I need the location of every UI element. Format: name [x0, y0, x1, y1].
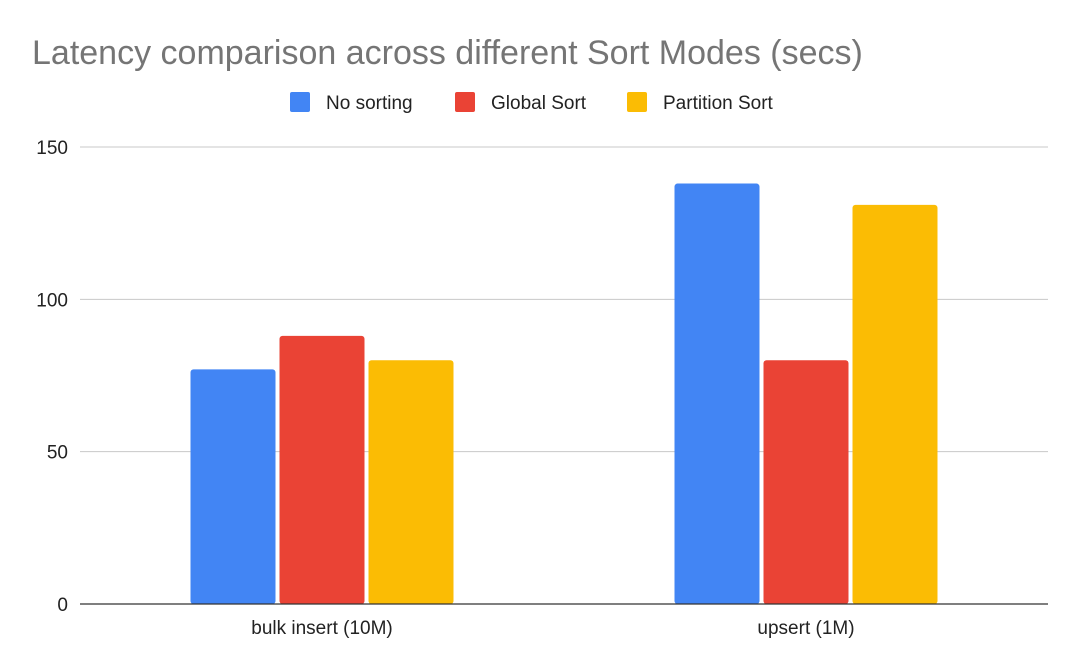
bar-partition-sort-0: [368, 360, 454, 604]
legend-label-no-sorting: No sorting: [326, 93, 413, 114]
bar-no-sorting-0: [190, 369, 276, 604]
legend: No sorting Global Sort Partition Sort: [290, 92, 774, 114]
y-tick-label-150: 150: [36, 138, 68, 159]
bar-no-sorting-1: [674, 183, 760, 604]
y-tick-label-50: 50: [47, 443, 68, 464]
y-tick-label-100: 100: [36, 290, 68, 311]
legend-label-global-sort: Global Sort: [491, 93, 587, 114]
legend-swatch-no-sorting: [290, 92, 310, 112]
x-category-label-1: upsert (1M): [757, 618, 854, 639]
bars: [190, 183, 938, 605]
legend-swatch-partition-sort: [627, 92, 647, 112]
x-axis-categories: bulk insert (10M) upsert (1M): [251, 618, 854, 639]
bar-global-sort-1: [763, 360, 849, 604]
x-category-label-0: bulk insert (10M): [251, 618, 393, 639]
legend-label-partition-sort: Partition Sort: [663, 93, 774, 114]
bar-global-sort-0: [279, 335, 365, 604]
chart-title: Latency comparison across different Sort…: [32, 34, 863, 72]
legend-swatch-global-sort: [455, 92, 475, 112]
bar-partition-sort-1: [852, 204, 938, 605]
y-axis-ticks: 0 50 100 150: [36, 138, 68, 616]
y-tick-label-0: 0: [57, 595, 68, 616]
